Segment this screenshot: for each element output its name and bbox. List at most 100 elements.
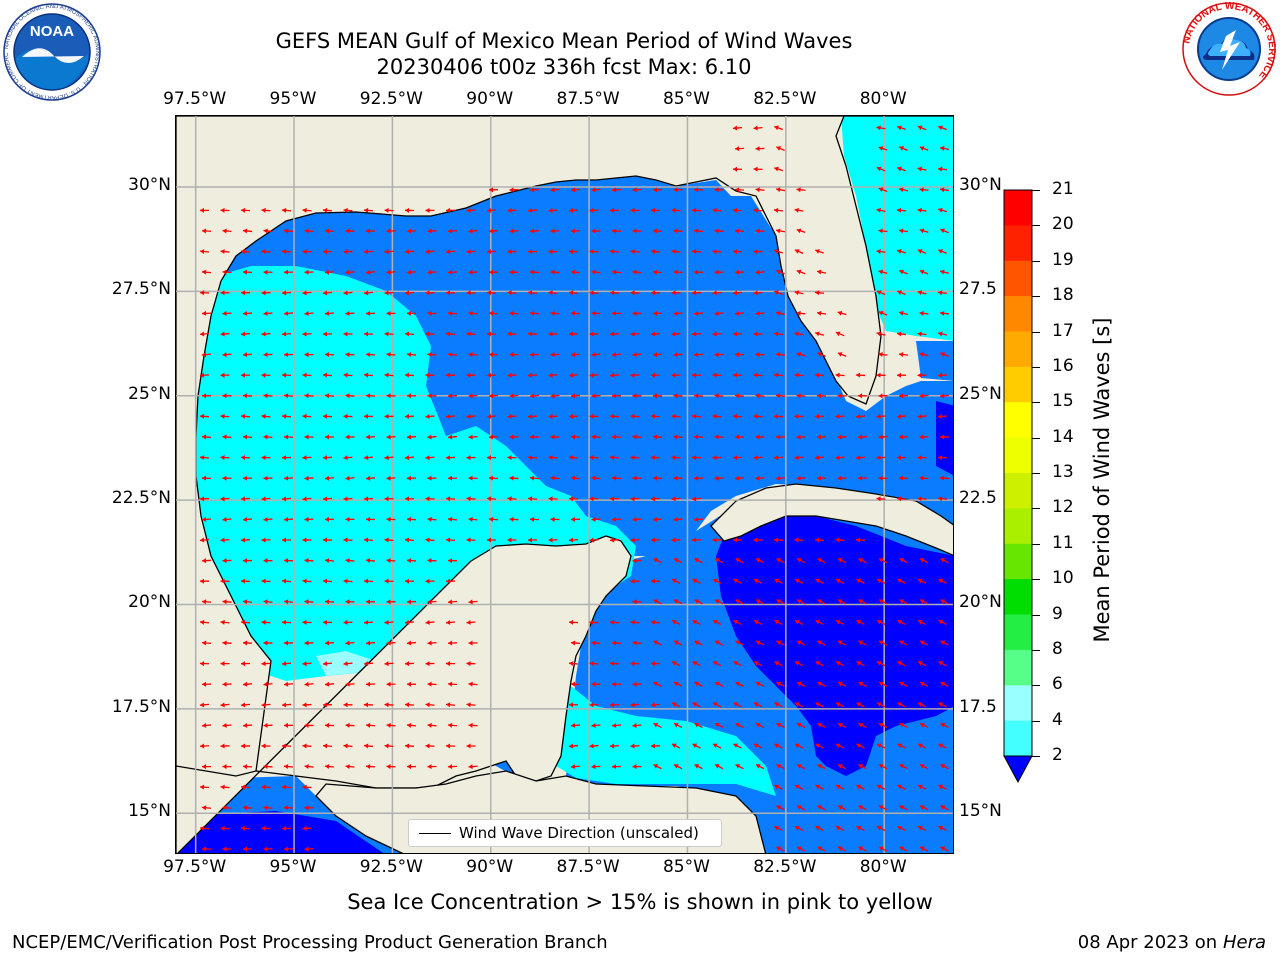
wind-arrow-head [815, 249, 820, 254]
wind-arrow-head [940, 805, 946, 810]
wind-arrow-head [899, 681, 905, 687]
wind-arrow-head [386, 393, 391, 399]
wind-arrow-head [591, 764, 596, 770]
wind-arrow-head [405, 496, 410, 502]
wind-arrow-head [753, 578, 759, 584]
wind-arrow-head [776, 764, 782, 769]
wind-arrow-head [405, 661, 410, 667]
wind-arrow-head [940, 187, 945, 193]
wind-arrow-head [671, 496, 676, 502]
wind-arrow-head [837, 640, 843, 646]
wind-arrow-head [735, 269, 740, 275]
wind-arrow-head [466, 702, 471, 708]
wind-arrow-head [796, 475, 801, 481]
colorbar-tick [1032, 720, 1040, 722]
wind-arrow-head [364, 290, 369, 296]
wind-arrow-head [425, 207, 430, 213]
wind-arrow-head [612, 764, 617, 770]
wind-arrow-head [856, 537, 861, 543]
colorbar-tick-label: 19 [1052, 249, 1074, 270]
wind-arrow-head [548, 455, 553, 461]
wind-arrow-head [776, 146, 782, 151]
wind-arrow-head [653, 640, 659, 646]
wind-arrow-head [712, 661, 718, 666]
wind-arrow-head [489, 475, 494, 481]
wind-arrow-head [837, 681, 843, 687]
wind-arrow-head [858, 393, 863, 399]
wind-arrow-head [612, 722, 617, 728]
wind-arrow-head [427, 434, 432, 440]
colorbar-tick-label: 4 [1052, 709, 1063, 730]
wind-arrow-head [692, 249, 697, 255]
nws-logo: NATIONAL WEATHER SERVICE [1180, 0, 1278, 98]
bahamas-water [916, 341, 953, 381]
wind-arrow-head [653, 599, 659, 604]
wind-arrow-head [612, 516, 617, 522]
wind-arrow-head [284, 805, 289, 811]
wind-arrow-head [550, 310, 555, 316]
wind-arrow-head [917, 825, 923, 831]
wind-arrow-head [468, 434, 473, 440]
wind-arrow-head [261, 784, 266, 790]
wind-arrow-head [425, 578, 430, 584]
wind-arrow-head [940, 310, 945, 316]
wind-arrow-head [284, 393, 289, 399]
wind-arrow-head [550, 352, 555, 358]
wind-arrow-head [796, 722, 802, 728]
wind-arrow-head [366, 599, 371, 605]
wind-arrow-head [407, 393, 412, 399]
wind-arrow-head [753, 166, 758, 172]
wind-arrow-head [817, 269, 822, 275]
wind-arrow-head [263, 558, 268, 564]
wind-arrow-head [220, 784, 225, 790]
wind-arrow-head [776, 228, 781, 234]
wind-arrow-head [714, 764, 720, 769]
wind-arrow-head [753, 743, 759, 749]
wind-arrow-head [938, 372, 943, 378]
wind-arrow-head [263, 640, 268, 646]
wind-arrow-head [940, 434, 945, 440]
wind-arrow-head [386, 640, 391, 646]
wind-arrow-head [651, 207, 656, 213]
wind-arrow-head [345, 475, 350, 481]
wind-arrow-head [220, 455, 225, 461]
colorbar-tick-label: 10 [1052, 568, 1074, 589]
wind-arrow-head [202, 310, 207, 316]
atlantic-water [841, 116, 953, 341]
wind-arrow-head [407, 352, 412, 358]
wind-arrow-head [589, 413, 594, 419]
wind-arrow-head [343, 249, 348, 255]
wind-arrow-head [384, 331, 389, 337]
wind-arrow-head [263, 516, 268, 522]
wind-arrow-head [220, 331, 225, 337]
wind-arrow-head [651, 496, 656, 502]
legend-label: Wind Wave Direction (unscaled) [459, 824, 699, 842]
wind-arrow-head [774, 166, 779, 172]
wind-arrow-head [796, 846, 802, 852]
wind-arrow-head [733, 743, 739, 749]
wind-arrow-head [919, 393, 924, 399]
map-panel: Wind Wave Direction (unscaled) [175, 115, 954, 854]
wind-arrow-head [282, 578, 287, 584]
wind-arrow-head [466, 413, 471, 419]
wind-arrow-head [550, 393, 555, 399]
wind-arrow-head [774, 331, 779, 337]
colorbar-segment [1004, 508, 1032, 545]
wind-arrow-head [653, 269, 658, 275]
wind-arrow-head [876, 166, 882, 172]
wind-arrow-head [694, 722, 700, 728]
wind-arrow-head [712, 372, 717, 378]
wind-arrow-head [897, 743, 903, 749]
wind-arrow-head [878, 764, 884, 769]
wind-arrow-head [899, 846, 905, 852]
wind-arrow-head [815, 413, 820, 419]
colorbar-tick-label: 12 [1052, 497, 1074, 518]
wind-arrow-head [712, 290, 717, 296]
wind-arrow-head [550, 187, 555, 193]
wind-arrow-head [835, 455, 840, 461]
wind-arrow-head [753, 207, 758, 213]
caribbean-deep [716, 511, 953, 776]
wind-arrow-head [220, 537, 225, 543]
colorbar-tick-label: 21 [1052, 179, 1074, 199]
wind-arrow-head [612, 434, 617, 440]
